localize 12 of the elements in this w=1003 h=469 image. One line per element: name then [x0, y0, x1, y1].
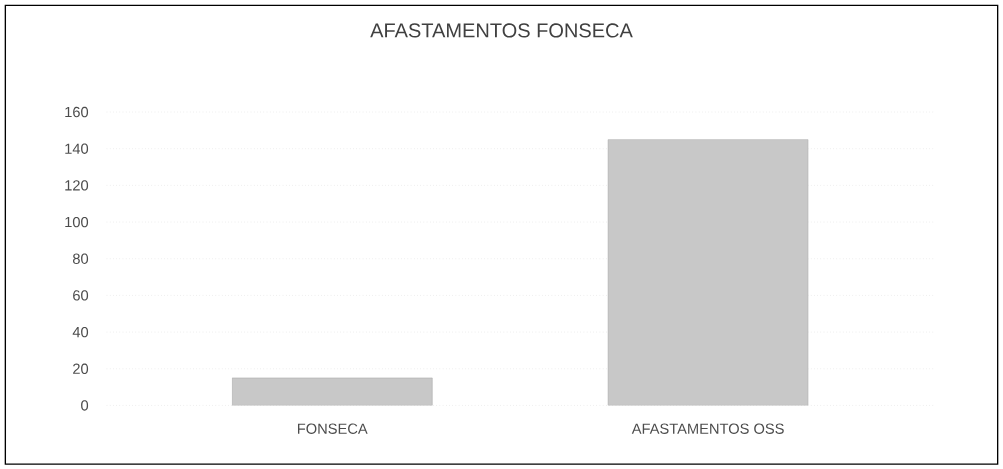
x-tick-label: AFASTAMENTOS OSS — [631, 423, 784, 434]
y-tick-label: 120 — [65, 179, 89, 191]
y-tick-label: 80 — [72, 253, 89, 264]
y-tick-label: 140 — [65, 143, 89, 154]
x-tick-label: FONSECA — [297, 423, 368, 434]
y-tick-label: 40 — [72, 326, 89, 338]
y-tick-label: 100 — [65, 216, 89, 228]
chart-title: AFASTAMENTOS FONSECA — [370, 23, 633, 38]
y-tick-label: 20 — [73, 363, 89, 374]
y-tick-label: 60 — [73, 290, 89, 301]
y-tick-label: 160 — [65, 106, 89, 117]
y-tick-label: 0 — [81, 400, 89, 411]
